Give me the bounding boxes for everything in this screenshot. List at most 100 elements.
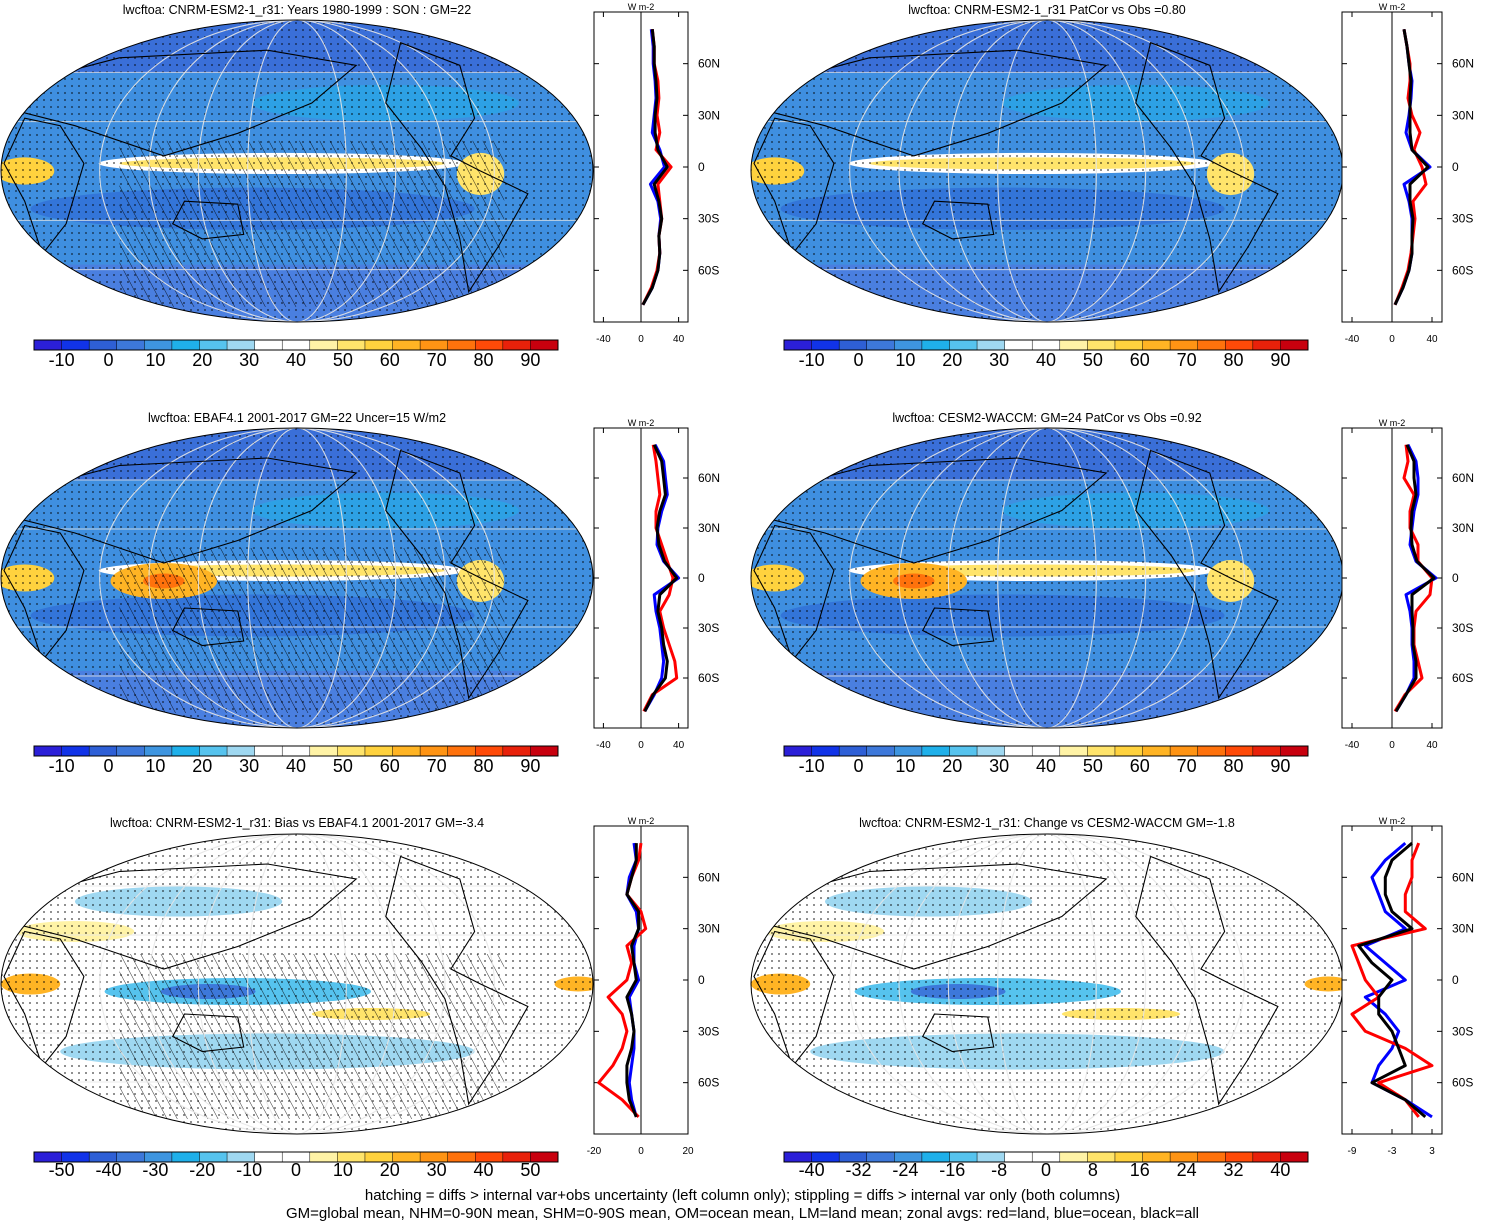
footnote-legend: GM=global mean, NHM=0-90N mean, SHM=0-90…: [285, 1205, 1199, 1222]
colorbar-box: [977, 340, 1005, 350]
colorbar-box: [866, 340, 895, 350]
colorbar-box: [502, 340, 531, 350]
zonal-all-line: [641, 29, 669, 306]
colorbar-tick-label: 40: [1036, 350, 1056, 370]
zonal-x-label: 0: [1389, 740, 1395, 751]
colorbar-box: [530, 1152, 559, 1162]
colorbar-tick-label: 0: [1041, 1160, 1051, 1180]
colorbar-box: [61, 1152, 90, 1162]
zonal-y-label: 30S: [1452, 1024, 1473, 1038]
colorbar: -10 0 10 20 30 40 50 60 70 80 90: [33, 745, 559, 776]
colorbar-tick-label: 40: [286, 350, 306, 370]
colorbar-box: [1142, 340, 1171, 350]
zonal-y-label: 30S: [1452, 621, 1473, 635]
zonal-units: W m-2: [1379, 2, 1406, 12]
hatching: [119, 140, 505, 307]
colorbar-tick-label: 40: [1270, 1160, 1290, 1180]
colorbar-box: [894, 340, 923, 350]
colorbar-box: [839, 1152, 868, 1162]
zonal-y-label: 30S: [698, 621, 719, 635]
graticule-lon: [849, 834, 1245, 1134]
graticule-lon: [247, 428, 347, 728]
continent-outline-3: [3, 49, 358, 157]
zonal-y-label: 30S: [1452, 212, 1473, 226]
zonal-units: W m-2: [1379, 816, 1406, 826]
colorbar-box: [921, 746, 950, 756]
colorbar-tick-label: 40: [1036, 756, 1056, 776]
zonal-y-label: 60S: [1452, 671, 1473, 685]
zonal-y-label: 0: [1452, 571, 1459, 585]
continent-outline-1: [171, 1013, 245, 1053]
zonal-x-label: 0: [638, 334, 644, 345]
colorbar-tick-label: 50: [1083, 350, 1103, 370]
colorbar-tick-label: 70: [1177, 756, 1197, 776]
colorbar-box: [866, 746, 895, 756]
colorbar-box: [1032, 340, 1061, 350]
colorbar-box: [1280, 1152, 1309, 1162]
hatching: [119, 954, 505, 1119]
zonal-ocean-line: [1363, 841, 1433, 1119]
colorbar-box: [227, 340, 255, 350]
colorbar-tick-label: 40: [286, 756, 306, 776]
colorbar-box: [1280, 746, 1309, 756]
colorbar-tick-label: 60: [380, 756, 400, 776]
zonal-y-label: 0: [698, 571, 705, 585]
colorbar-tick-label: -32: [845, 1160, 871, 1180]
colorbar-box: [447, 340, 476, 350]
colorbar-tick-label: 10: [145, 756, 165, 776]
colorbar-box: [784, 1152, 812, 1162]
colorbar-box: [1004, 340, 1033, 350]
zonal-x-label: 0: [1389, 334, 1395, 345]
colorbar-box: [1170, 1152, 1198, 1162]
colorbar: -50 -40 -30 -20 -10 0 10 20 30 40 50: [33, 1151, 559, 1180]
colorbar-box: [254, 1152, 283, 1162]
zonal-y-label: 30N: [1452, 108, 1474, 122]
colorbar-box: [364, 1152, 393, 1162]
continent-outline-0: [753, 117, 835, 256]
map-border: [0, 833, 594, 1135]
colorbar-tick-label: 0: [103, 350, 113, 370]
colorbar-box: [1225, 1152, 1254, 1162]
colorbar-tick-label: 60: [1130, 350, 1150, 370]
graticule-lon: [99, 428, 495, 728]
colorbar-box: [1059, 1152, 1088, 1162]
panel-top-right: lwcftoa: CNRM-ESM2-1_r31 PatCor vs Obs =…: [750, 2, 1474, 370]
zonal-y-label: 60N: [1452, 57, 1474, 71]
graticule-lon: [947, 20, 1147, 322]
colorbar-tick-label: -40: [95, 1160, 121, 1180]
zonal-mean-plot: W m-2 60N 30N 0 30S 60S -40 0 40: [593, 2, 720, 345]
colorbar-box: [1252, 746, 1281, 756]
colorbar-box: [866, 1152, 895, 1162]
zonal-y-label: 30N: [698, 108, 720, 122]
zonal-x-label: -40: [1345, 334, 1360, 345]
zonal-x-label: 40: [1426, 740, 1438, 751]
zonal-y-label: 30S: [698, 212, 719, 226]
graticule-lon: [947, 834, 1147, 1134]
zonal-units: W m-2: [628, 816, 655, 826]
colorbar-box: [199, 746, 228, 756]
colorbar-box: [337, 340, 366, 350]
colorbar-tick-label: 90: [520, 756, 540, 776]
zonal-all-line: [625, 843, 641, 1118]
colorbar-box: [1004, 1152, 1033, 1162]
colorbar-box: [254, 746, 283, 756]
zonal-y-label: 0: [1452, 973, 1459, 987]
colorbar-box: [171, 746, 200, 756]
zonal-units: W m-2: [628, 418, 655, 428]
colorbar-tick-label: 30: [989, 756, 1009, 776]
continent-outline-1: [171, 607, 245, 647]
colorbar-box: [392, 1152, 421, 1162]
continent-outline-2: [385, 449, 529, 700]
colorbar-tick-label: -10: [49, 756, 75, 776]
colorbar-box: [199, 340, 228, 350]
zonal-y-label: 60S: [698, 1076, 719, 1090]
colorbar-box: [116, 746, 145, 756]
map-border: [0, 427, 594, 729]
colorbar: -40 -32 -24 -16 -8 0 8 16 24 32 40: [783, 1151, 1309, 1180]
panel-middle-right: lwcftoa: CESM2-WACCM: GM=24 PatCor vs Ob…: [750, 411, 1474, 776]
colorbar-tick-label: 8: [1088, 1160, 1098, 1180]
colorbar-tick-label: 50: [1083, 756, 1103, 776]
graticule-lon: [197, 20, 397, 322]
colorbar-box: [309, 1152, 338, 1162]
colorbar-box: [34, 1152, 62, 1162]
